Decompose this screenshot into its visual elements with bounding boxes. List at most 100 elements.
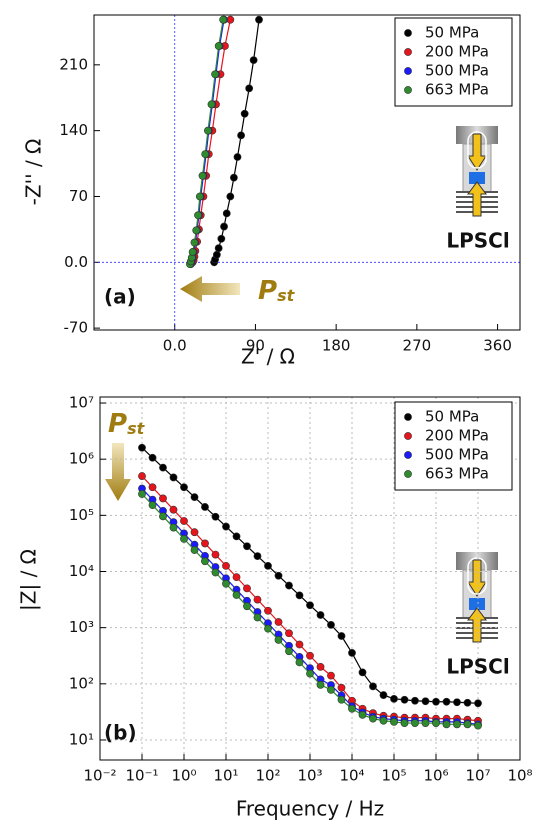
y-axis-label: -Z'' / Ω <box>22 139 46 206</box>
panel: 10⁻² 10⁻¹ 10⁰ 10¹ 10² 10³ 10⁴ 10⁵ 10⁶ 10⁷ 10⁸ 10¹ 10… <box>17 394 533 821</box>
data-point <box>194 211 202 220</box>
data-point <box>369 682 377 691</box>
plot-frame <box>99 396 521 761</box>
data-point <box>138 472 146 480</box>
data-point <box>274 618 283 626</box>
data-point <box>190 528 199 537</box>
data-point <box>463 720 472 729</box>
data-point <box>295 591 304 600</box>
x-tick-label: 90 <box>246 337 265 355</box>
x-tick-label: 10⁻¹ <box>125 767 158 785</box>
data-point <box>348 649 356 657</box>
data-point <box>390 694 398 703</box>
data-point <box>316 680 325 689</box>
data-point <box>253 595 262 604</box>
y-tick-label: 10⁵ <box>69 506 94 524</box>
data-point <box>169 523 178 532</box>
data-point <box>230 173 238 182</box>
pressure-symbol: P <box>108 409 127 439</box>
data-point <box>327 620 335 629</box>
data-point <box>226 192 235 201</box>
x-tick-label: 10⁶ <box>423 767 448 785</box>
data-point <box>232 591 241 599</box>
plot-frame <box>93 14 521 331</box>
data-point <box>285 629 293 638</box>
data-point <box>207 100 216 109</box>
data-point <box>169 505 178 514</box>
data-point <box>180 517 188 525</box>
data-point <box>201 557 209 566</box>
legend-marker <box>404 432 412 440</box>
legend-marker <box>404 86 412 94</box>
data-point <box>474 699 482 708</box>
data-point <box>190 493 199 502</box>
x-tick-label: 10⁻² <box>83 767 116 785</box>
y-tick-label: 140 <box>59 121 88 139</box>
x-tick-label: 10³ <box>297 767 322 785</box>
x-axis-label: Frequency / Hz <box>236 797 384 821</box>
pressure-symbol: P <box>258 276 277 306</box>
data-point <box>233 153 242 161</box>
data-point <box>169 473 178 482</box>
data-point <box>411 719 419 727</box>
pressure-arrow <box>105 443 131 501</box>
legend-marker <box>404 470 412 478</box>
pressure-subscript: st <box>127 419 146 438</box>
y-tick-label: 10⁴ <box>69 562 94 580</box>
data-point <box>316 611 325 619</box>
data-point <box>463 698 472 707</box>
data-point <box>337 683 346 692</box>
y-tick-label: 10⁷ <box>69 394 94 412</box>
legend-label: 200 MPa <box>425 427 489 445</box>
data-point <box>211 70 219 79</box>
x-tick-label: 10⁸ <box>507 767 532 785</box>
data-point <box>180 483 188 492</box>
data-point <box>442 697 451 706</box>
data-point <box>432 697 440 706</box>
data-point <box>243 584 251 593</box>
data-point <box>255 15 263 24</box>
data-point <box>253 613 262 622</box>
data-point <box>240 109 249 118</box>
data-point <box>212 250 221 259</box>
data-point <box>192 226 201 235</box>
x-tick-label: 270 <box>403 337 432 355</box>
data-point <box>159 512 167 521</box>
data-point <box>442 720 451 729</box>
data-point <box>222 579 230 588</box>
data-point <box>190 238 199 247</box>
data-point <box>285 647 293 656</box>
pressure-label: Pst <box>258 276 296 306</box>
data-point <box>138 490 146 498</box>
data-point <box>222 561 230 570</box>
data-point <box>264 624 272 633</box>
data-point <box>400 695 409 704</box>
data-point <box>306 601 314 610</box>
data-point <box>327 671 335 680</box>
data-point <box>232 532 241 541</box>
x-tick-label: 10⁴ <box>339 767 364 785</box>
data-point <box>306 651 314 660</box>
data-point <box>253 552 262 561</box>
y-tick-label: 210 <box>59 55 88 73</box>
data-point <box>432 719 440 727</box>
data-point <box>159 494 167 503</box>
data-point <box>195 192 204 201</box>
data-point <box>421 697 430 706</box>
data-point <box>220 222 228 231</box>
data-point <box>148 483 157 492</box>
x-axis-label: Z' / Ω <box>241 345 295 369</box>
press-icon <box>455 551 499 643</box>
x-tick-label: 10¹ <box>213 767 238 785</box>
legend-label: 663 MPa <box>425 465 489 483</box>
y-tick-label: 10³ <box>69 618 94 636</box>
legend-label: 500 MPa <box>425 446 489 464</box>
data-point <box>217 234 226 243</box>
data-point <box>348 704 356 713</box>
data-point <box>249 56 258 65</box>
data-point <box>337 695 346 704</box>
data-point <box>358 710 367 719</box>
